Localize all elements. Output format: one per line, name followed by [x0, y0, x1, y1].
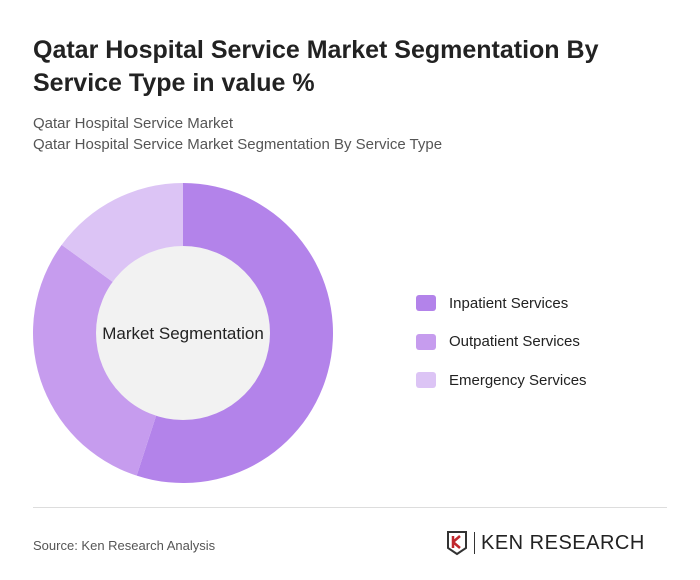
logo-separator [474, 532, 475, 554]
chart-subtitle-2: Qatar Hospital Service Market Segmentati… [33, 136, 443, 153]
ken-research-logo: KEN RESEARCH [446, 530, 645, 556]
donut-chart: Market Segmentation [32, 183, 333, 483]
logo-shield-icon [447, 531, 467, 556]
logo-text: KEN RESEARCH [481, 531, 645, 554]
legend-label: Outpatient Services [449, 333, 580, 351]
legend-item: Inpatient Services [416, 284, 587, 323]
legend-item: Outpatient Services [416, 323, 587, 362]
legend: Inpatient Services Outpatient Services Eme… [416, 284, 587, 400]
legend-swatch [416, 372, 436, 389]
donut-hole [96, 246, 270, 420]
center-label: Market Segmentation [102, 324, 264, 343]
legend-swatch [416, 295, 436, 312]
legend-label: Emergency Services [449, 371, 587, 389]
legend-label: Inpatient Services [449, 294, 569, 312]
legend-swatch [416, 333, 436, 350]
source-note: Source: Ken Research Analysis [33, 538, 216, 553]
chart-title: Qatar Hospital Service Market Segmentati… [33, 36, 599, 97]
chart-subtitle: Qatar Hospital Service Market [33, 115, 234, 132]
legend-item: Emergency Services [416, 361, 587, 400]
divider [33, 507, 667, 508]
